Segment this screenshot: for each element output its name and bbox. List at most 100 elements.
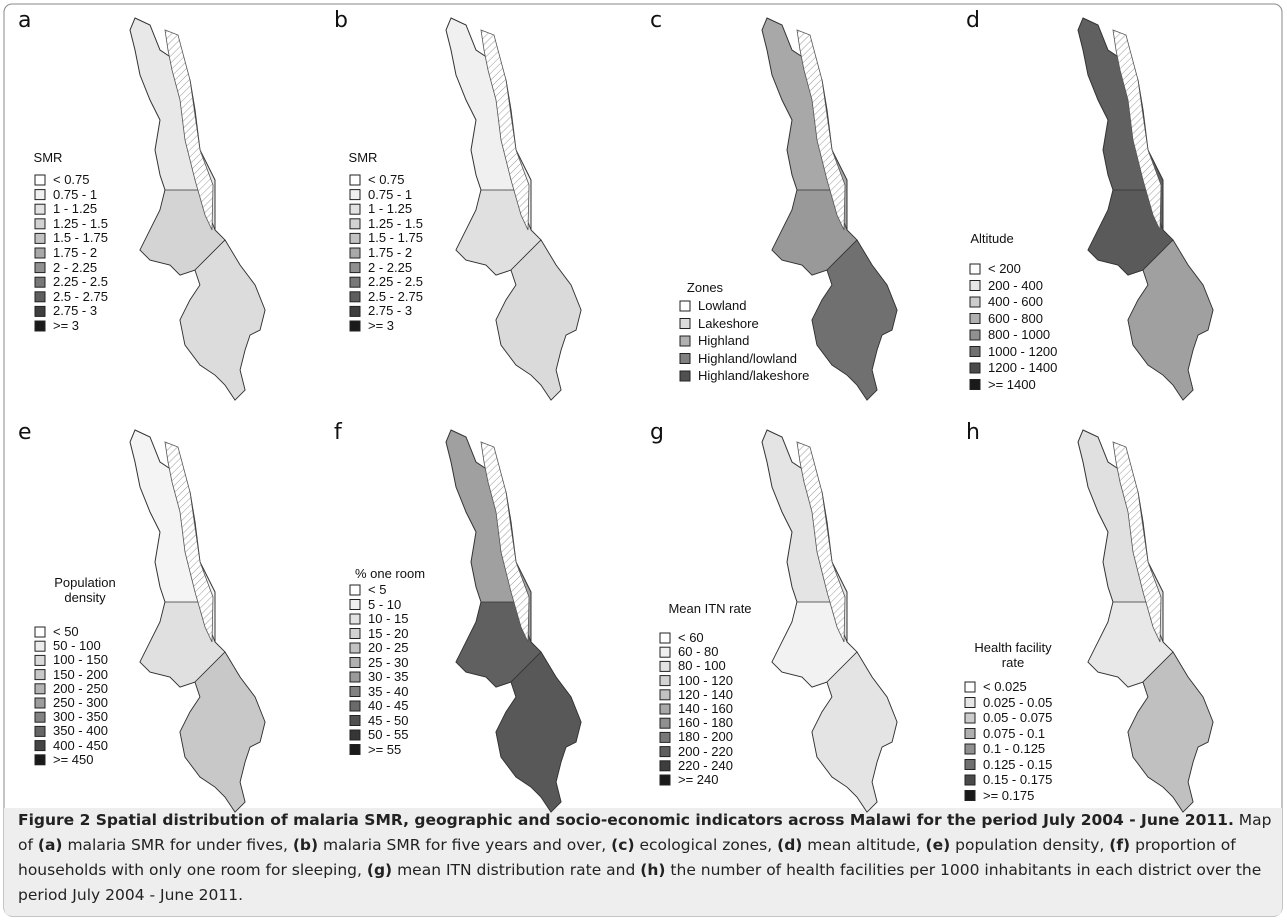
- legend-label: 600 - 800: [988, 310, 1043, 326]
- legend-swatch: [659, 689, 671, 701]
- lake: [164, 29, 214, 231]
- legend-label: 0.05 - 0.075: [983, 710, 1053, 725]
- legend-swatch: [34, 740, 46, 752]
- caption-text: (e): [925, 836, 951, 854]
- caption-text: mean altitude,: [802, 836, 926, 854]
- legend-label: 220 - 240: [678, 757, 733, 773]
- panel-letter: b: [334, 8, 348, 33]
- legend-label: < 5: [368, 582, 387, 597]
- panel-letter: a: [18, 8, 32, 33]
- legend-label: 1.75 - 2: [368, 245, 413, 260]
- legend-swatch: [34, 654, 46, 666]
- legend-swatch: [679, 318, 691, 329]
- district-area: [495, 651, 582, 813]
- legend-label: 0.15 - 0.175: [983, 772, 1053, 787]
- legend-label: 25 - 30: [368, 654, 409, 670]
- legend-label: 2 - 2.25: [368, 259, 413, 275]
- caption-text: (h): [640, 861, 666, 879]
- legend-title: SMR: [33, 150, 63, 165]
- legend-label: 1.25 - 1.5: [368, 215, 423, 231]
- caption: Figure 2 Spatial distribution of malaria…: [18, 808, 1273, 908]
- legend-swatch: [34, 262, 46, 274]
- legend-label: < 200: [988, 261, 1021, 276]
- legend-swatch: [34, 669, 46, 681]
- map: [761, 17, 898, 401]
- legend-label: 800 - 1000: [988, 327, 1051, 342]
- legend-swatch: [349, 584, 361, 596]
- legend-swatch: [659, 632, 671, 644]
- legend-swatch: [679, 335, 691, 347]
- caption-text: (b): [292, 836, 319, 854]
- legend-title: SMR: [348, 150, 378, 165]
- legend-swatch: [964, 728, 976, 739]
- legend-swatch: [34, 320, 46, 332]
- legend-label: 250 - 300: [53, 695, 108, 710]
- legend-swatch: [34, 305, 46, 317]
- legend-label: 1000 - 1200: [988, 343, 1058, 359]
- district-area: [179, 239, 266, 401]
- legend-label: 5 - 10: [368, 596, 402, 612]
- legend-swatch: [964, 681, 976, 693]
- legend-label: 50 - 55: [368, 727, 409, 742]
- legend-swatch: [34, 683, 46, 695]
- legend-swatch: [34, 218, 46, 230]
- legend-swatch: [659, 717, 671, 729]
- caption-text: population density,: [950, 836, 1110, 854]
- legend-swatch: [964, 697, 976, 708]
- legend-title: Population density: [54, 575, 116, 605]
- panel-letter: g: [650, 420, 664, 445]
- legend-label: 100 - 150: [53, 652, 108, 668]
- legend-swatch: [34, 697, 46, 709]
- legend-swatch: [349, 599, 361, 610]
- lake: [1112, 441, 1162, 643]
- legend-title: Health facility rate: [974, 640, 1052, 670]
- legend-swatch: [969, 329, 981, 341]
- panel-letter: h: [966, 420, 980, 445]
- legend-label: Highland/lowland: [698, 350, 798, 366]
- legend-label: 10 - 15: [368, 611, 409, 626]
- panel-letter: c: [650, 8, 663, 33]
- legend-label: < 60: [678, 630, 704, 645]
- legend-label: 1200 - 1400: [988, 360, 1058, 375]
- legend-swatch: [349, 628, 361, 639]
- legend-label: 400 - 600: [988, 294, 1043, 309]
- legend-swatch: [964, 743, 976, 755]
- legend-swatch: [349, 729, 361, 741]
- caption-title: Figure 2 Spatial distribution of malaria…: [18, 811, 1234, 829]
- legend-swatch: [349, 174, 361, 186]
- district-area: [1127, 239, 1214, 401]
- legend-title: % one room: [354, 566, 426, 581]
- lake: [796, 29, 846, 231]
- caption-text: ecological zones,: [634, 836, 778, 854]
- map: [445, 429, 582, 813]
- legend-label: 50 - 100: [53, 638, 101, 654]
- legend-swatch: [34, 640, 46, 652]
- district-area: [179, 651, 266, 813]
- legend-swatch: [34, 754, 46, 766]
- legend-label: Highland/lakeshore: [698, 368, 810, 383]
- map: [129, 429, 266, 813]
- legend-swatch: [349, 642, 361, 654]
- legend-label: 45 - 50: [368, 712, 409, 728]
- legend-label: 150 - 200: [53, 666, 108, 682]
- legend-swatch: [349, 189, 361, 201]
- legend-label: 2 - 2.25: [53, 259, 98, 275]
- legend-label: 400 - 450: [53, 737, 108, 753]
- district-area: [811, 239, 898, 401]
- district-area: [495, 239, 582, 401]
- caption-text: (d): [777, 836, 803, 854]
- legend-label: 30 - 35: [368, 669, 409, 684]
- lake: [796, 441, 846, 643]
- legend-label: 1.75 - 2: [53, 245, 98, 260]
- legend-label: >= 0.175: [983, 787, 1035, 803]
- legend-swatch: [969, 379, 981, 390]
- legend-label: 80 - 100: [678, 658, 726, 674]
- legend-label: < 0.75: [53, 172, 90, 187]
- caption-text: (c): [611, 836, 635, 854]
- legend-label: 0.025 - 0.05: [983, 694, 1053, 710]
- legend-label: >= 240: [678, 772, 719, 787]
- legend-label: 0.1 - 0.125: [983, 741, 1046, 756]
- legend-label: 35 - 40: [368, 683, 409, 699]
